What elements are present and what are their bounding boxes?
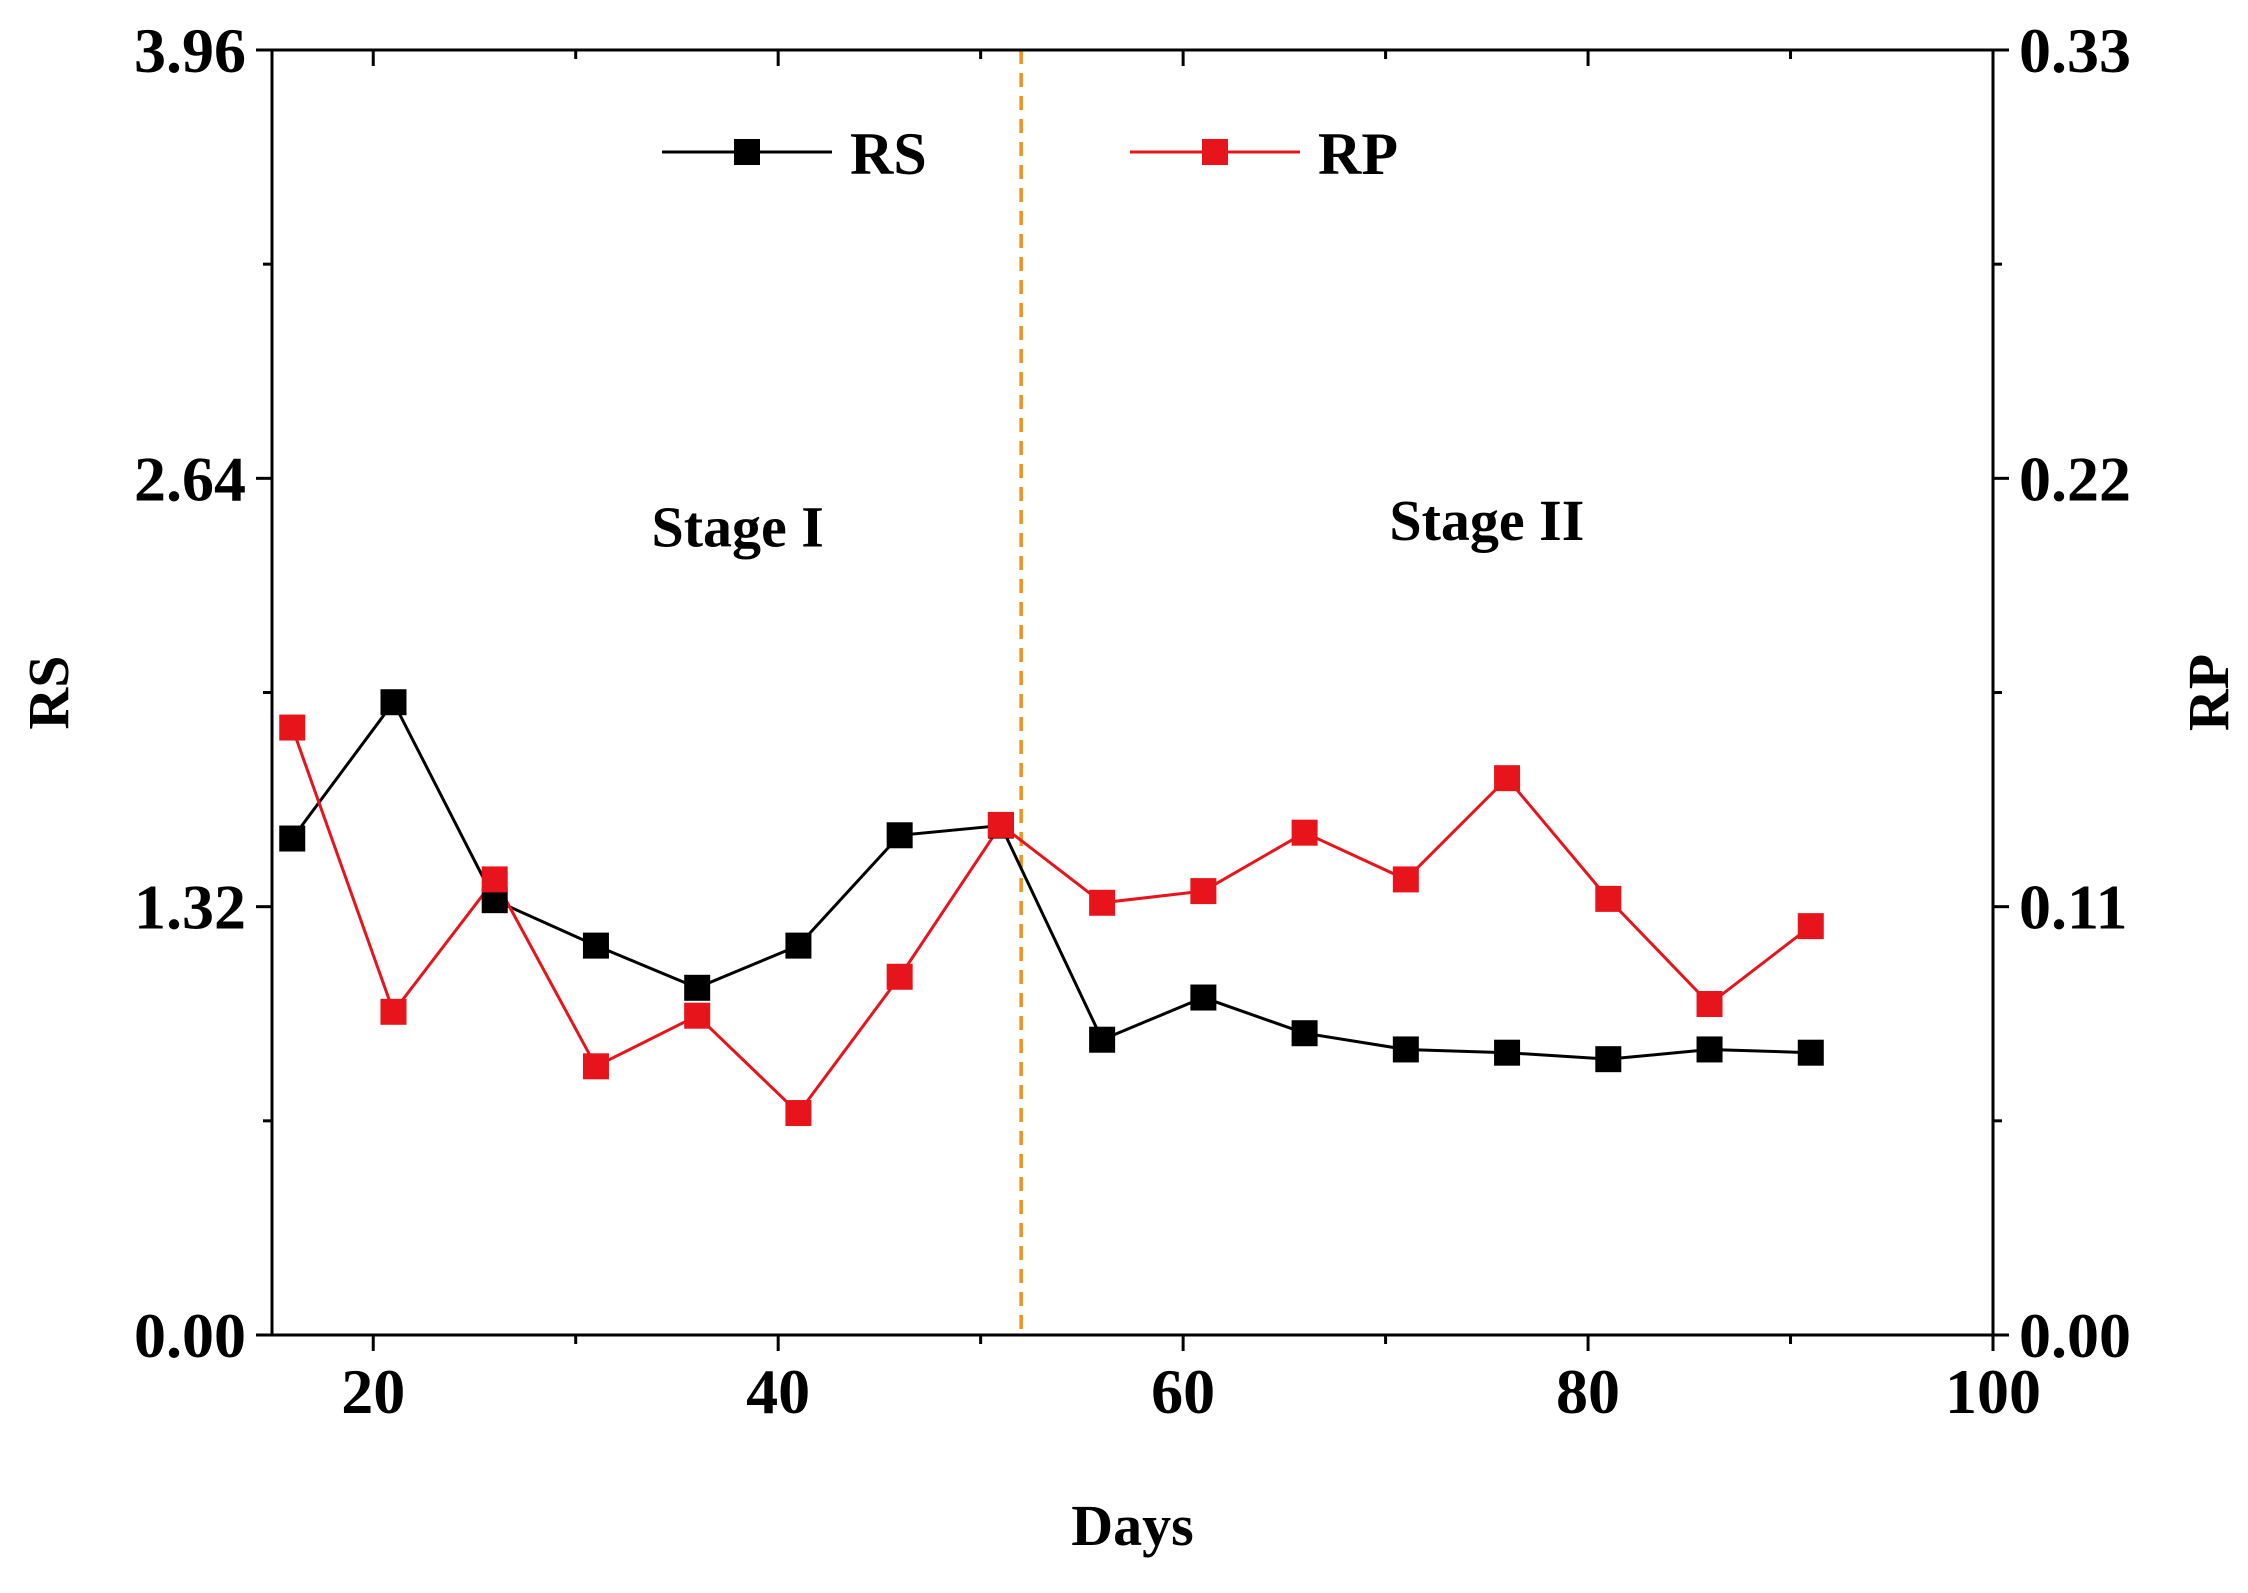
y-left-tick-label: 1.32 bbox=[134, 872, 246, 943]
tick-layer: 20 40 60 80 1000.001.322.643.960.000.110.220… bbox=[134, 15, 2131, 1427]
series-layer bbox=[279, 689, 1824, 1127]
data-point-rp bbox=[481, 866, 508, 893]
data-point-rp bbox=[1392, 866, 1419, 893]
legend: RS RP bbox=[662, 121, 1398, 187]
y-left-tick-label: 0.00 bbox=[134, 1300, 246, 1371]
stage-2-label: Stage II bbox=[1389, 488, 1584, 553]
y-axis-left-title: RS bbox=[16, 655, 81, 729]
data-point-rs bbox=[380, 689, 407, 716]
y-right-tick-label: 0.11 bbox=[2019, 872, 2127, 943]
data-point-rp bbox=[987, 811, 1014, 838]
data-point-rp bbox=[785, 1100, 812, 1127]
data-point-rp bbox=[684, 1002, 711, 1029]
legend-label-rs: RS bbox=[850, 121, 927, 187]
data-point-rp bbox=[1190, 878, 1217, 905]
data-point-rp bbox=[1291, 819, 1318, 846]
data-point-rs bbox=[1089, 1026, 1116, 1053]
y-right-tick-label: 0.22 bbox=[2019, 443, 2131, 514]
x-tick-label: 100 bbox=[1945, 1356, 2041, 1427]
data-point-rp bbox=[1595, 885, 1622, 912]
legend-marker-rs bbox=[734, 139, 760, 165]
y-right-tick-label: 0.33 bbox=[2019, 15, 2131, 86]
data-point-rp bbox=[1494, 765, 1521, 792]
data-point-rs bbox=[1494, 1039, 1521, 1066]
data-point-rp bbox=[380, 998, 407, 1025]
data-point-rp bbox=[1696, 991, 1723, 1018]
legend-label-rp: RP bbox=[1318, 121, 1398, 187]
y-left-tick-label: 2.64 bbox=[134, 443, 246, 514]
data-point-rp bbox=[582, 1053, 609, 1080]
data-point-rs bbox=[1291, 1020, 1318, 1047]
data-point-rs bbox=[684, 974, 711, 1001]
y-axis-right-title: RP bbox=[2176, 654, 2241, 731]
series-line-rp bbox=[290, 727, 1812, 1116]
data-point-rs bbox=[1696, 1036, 1723, 1063]
series-line-rs bbox=[291, 699, 1811, 1061]
data-point-rs bbox=[1190, 984, 1217, 1011]
data-point-rs bbox=[1797, 1039, 1824, 1066]
data-point-rp bbox=[1089, 889, 1116, 916]
x-tick-label: 80 bbox=[1556, 1356, 1620, 1427]
legend-marker-rp bbox=[1202, 139, 1228, 165]
x-axis-title: Days bbox=[1071, 1493, 1193, 1558]
data-point-rs bbox=[886, 822, 913, 849]
stage-1-label: Stage I bbox=[651, 494, 823, 559]
data-point-rs bbox=[1595, 1046, 1622, 1073]
data-point-rp bbox=[279, 714, 306, 741]
y-right-tick-label: 0.00 bbox=[2019, 1300, 2131, 1371]
plot-frame bbox=[270, 48, 1995, 1337]
data-point-rp bbox=[886, 963, 913, 990]
data-point-rs bbox=[582, 932, 609, 959]
data-point-rs bbox=[785, 932, 812, 959]
data-point-rs bbox=[1392, 1036, 1419, 1063]
x-tick-label: 40 bbox=[746, 1356, 810, 1427]
y-left-tick-label: 3.96 bbox=[134, 15, 246, 86]
x-tick-label: 20 bbox=[341, 1356, 405, 1427]
data-point-rp bbox=[1797, 913, 1824, 940]
x-tick-label: 60 bbox=[1151, 1356, 1215, 1427]
data-point-rs bbox=[279, 825, 306, 852]
